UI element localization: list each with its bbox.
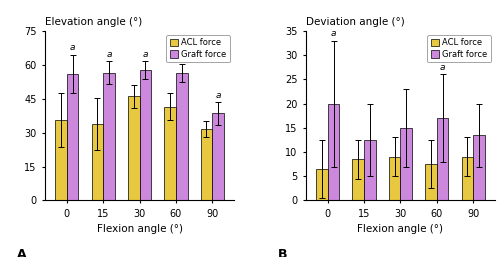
Bar <box>92 124 103 200</box>
Text: Deviation angle (°): Deviation angle (°) <box>306 17 404 27</box>
Bar <box>212 113 224 200</box>
Legend: ACL force, Graft force: ACL force, Graft force <box>166 35 230 62</box>
Bar <box>473 135 485 200</box>
Bar <box>176 73 188 200</box>
Bar <box>103 73 115 200</box>
Bar <box>425 164 437 200</box>
Text: a: a <box>142 50 148 59</box>
Bar <box>462 157 473 200</box>
Text: a: a <box>331 29 336 38</box>
Bar <box>200 129 212 200</box>
Bar <box>55 120 67 200</box>
Text: a: a <box>440 63 446 72</box>
Bar <box>140 70 151 200</box>
Bar <box>164 107 176 200</box>
X-axis label: Flexion angle (°): Flexion angle (°) <box>96 224 182 234</box>
Bar <box>128 96 140 200</box>
Bar <box>316 169 328 200</box>
Text: a: a <box>106 50 112 59</box>
X-axis label: Flexion angle (°): Flexion angle (°) <box>358 224 444 234</box>
Bar <box>400 128 412 200</box>
Text: a: a <box>216 90 221 99</box>
Legend: ACL force, Graft force: ACL force, Graft force <box>427 35 491 62</box>
Bar <box>389 157 400 200</box>
Bar <box>364 140 376 200</box>
Bar <box>328 104 340 200</box>
Bar <box>437 118 448 200</box>
Text: A: A <box>16 248 26 257</box>
Text: B: B <box>278 248 287 257</box>
Text: a: a <box>179 52 184 61</box>
Bar <box>352 159 364 200</box>
Text: Elevation angle (°): Elevation angle (°) <box>45 17 142 27</box>
Text: a: a <box>70 43 75 52</box>
Bar <box>67 74 78 200</box>
